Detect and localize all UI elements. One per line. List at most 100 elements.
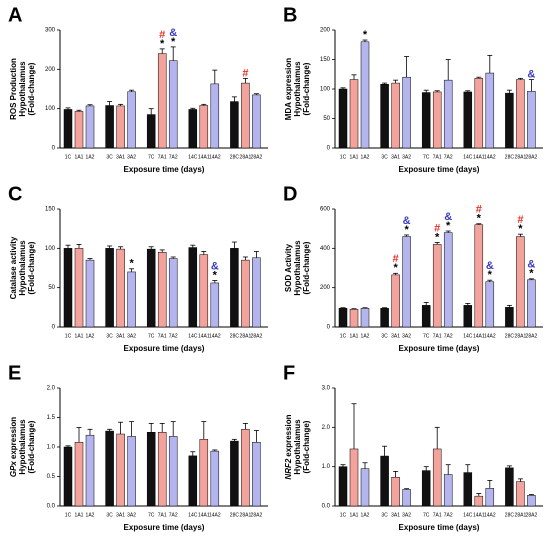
bar bbox=[105, 430, 114, 507]
bar bbox=[338, 88, 348, 149]
y-tick-label: 0.0 bbox=[47, 504, 56, 510]
panel-label: D bbox=[283, 183, 297, 205]
bar bbox=[252, 94, 261, 149]
bar bbox=[485, 281, 495, 328]
bar bbox=[74, 111, 84, 149]
bar bbox=[74, 248, 84, 328]
bar bbox=[391, 274, 400, 328]
y-axis-label-part: expression bbox=[9, 417, 18, 459]
x-tick-label: 3A1 bbox=[116, 154, 125, 160]
annotation: * bbox=[404, 224, 409, 236]
bar bbox=[127, 91, 136, 149]
y-tick-label: 0 bbox=[52, 146, 56, 152]
bar bbox=[463, 91, 473, 149]
y-tick-label: 100 bbox=[320, 87, 331, 93]
x-tick-label: 28A2 bbox=[251, 333, 263, 339]
y-axis-label: (Fold-change) bbox=[27, 62, 36, 115]
annotation: * bbox=[363, 29, 368, 41]
annotation: * bbox=[129, 258, 134, 270]
x-axis-label: Exposure time (days) bbox=[399, 165, 480, 174]
x-tick-label: 28C bbox=[505, 333, 515, 339]
bar bbox=[505, 467, 514, 507]
y-tick-label: 1.0 bbox=[47, 445, 56, 451]
x-tick-label: 1A1 bbox=[75, 154, 84, 160]
bar bbox=[230, 440, 239, 507]
annotation: * bbox=[213, 269, 218, 281]
x-tick-label: 1C bbox=[340, 333, 347, 339]
x-tick-label: 14A2 bbox=[209, 333, 221, 339]
y-tick-label: 200 bbox=[45, 67, 56, 73]
x-tick-label: 1A2 bbox=[361, 333, 370, 339]
x-tick-label: 3A1 bbox=[391, 512, 400, 518]
x-tick-label: 3C bbox=[381, 512, 388, 518]
bar bbox=[127, 271, 136, 328]
x-tick-label: 3A2 bbox=[127, 333, 136, 339]
y-tick-label: 100 bbox=[45, 246, 56, 252]
annotation: & bbox=[444, 211, 452, 223]
x-tick-label: 1A2 bbox=[361, 154, 370, 160]
x-axis-label: Exposure time (days) bbox=[124, 165, 205, 174]
y-axis-gene: NRF2 bbox=[284, 458, 293, 479]
bar bbox=[432, 448, 442, 507]
bar bbox=[74, 442, 84, 507]
y-tick-label: 2.0 bbox=[47, 386, 56, 392]
bar bbox=[402, 489, 411, 507]
bar bbox=[505, 307, 514, 328]
annotation: * bbox=[393, 262, 398, 274]
x-tick-label: 14C bbox=[188, 512, 198, 518]
bar bbox=[380, 308, 389, 328]
bar bbox=[63, 446, 73, 507]
x-tick-label: 7C bbox=[423, 512, 430, 518]
bar bbox=[421, 470, 431, 507]
x-tick-label: 7A1 bbox=[433, 512, 442, 518]
x-tick-label: 1A2 bbox=[361, 512, 370, 518]
bar bbox=[188, 247, 198, 328]
x-tick-label: 1A1 bbox=[350, 512, 359, 518]
x-axis-label: Exposure time (days) bbox=[124, 344, 205, 353]
x-tick-label: 7A2 bbox=[444, 154, 453, 160]
bar bbox=[349, 448, 359, 507]
annotation: & bbox=[403, 215, 411, 227]
x-tick-label: 3A2 bbox=[402, 512, 411, 518]
x-tick-label: 1A2 bbox=[86, 154, 95, 160]
bar bbox=[210, 450, 220, 507]
bar bbox=[474, 78, 484, 149]
x-tick-label: 28C bbox=[505, 154, 515, 160]
x-tick-label: 28A1 bbox=[515, 154, 527, 160]
bar bbox=[349, 79, 359, 149]
bar bbox=[443, 474, 453, 507]
bar bbox=[360, 468, 370, 507]
x-tick-label: 1C bbox=[65, 333, 72, 339]
bar bbox=[210, 282, 220, 328]
x-tick-label: 28A2 bbox=[251, 154, 263, 160]
y-tick-label: 100 bbox=[45, 106, 56, 112]
x-tick-label: 14A2 bbox=[484, 154, 496, 160]
x-tick-label: 3A2 bbox=[402, 333, 411, 339]
x-tick-label: 1A2 bbox=[86, 512, 95, 518]
x-tick-label: 3C bbox=[381, 154, 388, 160]
bar bbox=[85, 434, 95, 507]
y-axis-label: GPx expression bbox=[9, 417, 18, 477]
annotation: # bbox=[476, 204, 482, 216]
x-tick-label: 3C bbox=[106, 154, 113, 160]
panel-label: E bbox=[8, 362, 21, 384]
x-tick-label: 14A2 bbox=[484, 333, 496, 339]
x-tick-label: 14C bbox=[188, 333, 198, 339]
y-tick-label: 0 bbox=[52, 325, 56, 331]
x-tick-label: 28C bbox=[230, 154, 240, 160]
x-tick-label: 1A1 bbox=[75, 512, 84, 518]
bar bbox=[241, 82, 250, 149]
x-tick-label: 1A1 bbox=[350, 154, 359, 160]
bar bbox=[391, 477, 400, 507]
y-axis-label: Hypothalamus bbox=[293, 240, 302, 296]
x-tick-label: 14A1 bbox=[473, 512, 485, 518]
y-axis-label: ROS Production bbox=[9, 58, 18, 120]
y-axis-gene: GPx bbox=[9, 461, 18, 478]
bar bbox=[168, 436, 178, 507]
y-axis-label: (Fold-change) bbox=[302, 241, 311, 294]
bar bbox=[516, 481, 525, 507]
bar bbox=[116, 248, 125, 328]
y-axis-label: Hypothalamus bbox=[293, 419, 302, 475]
x-tick-label: 28A2 bbox=[251, 512, 263, 518]
bar bbox=[116, 433, 125, 507]
